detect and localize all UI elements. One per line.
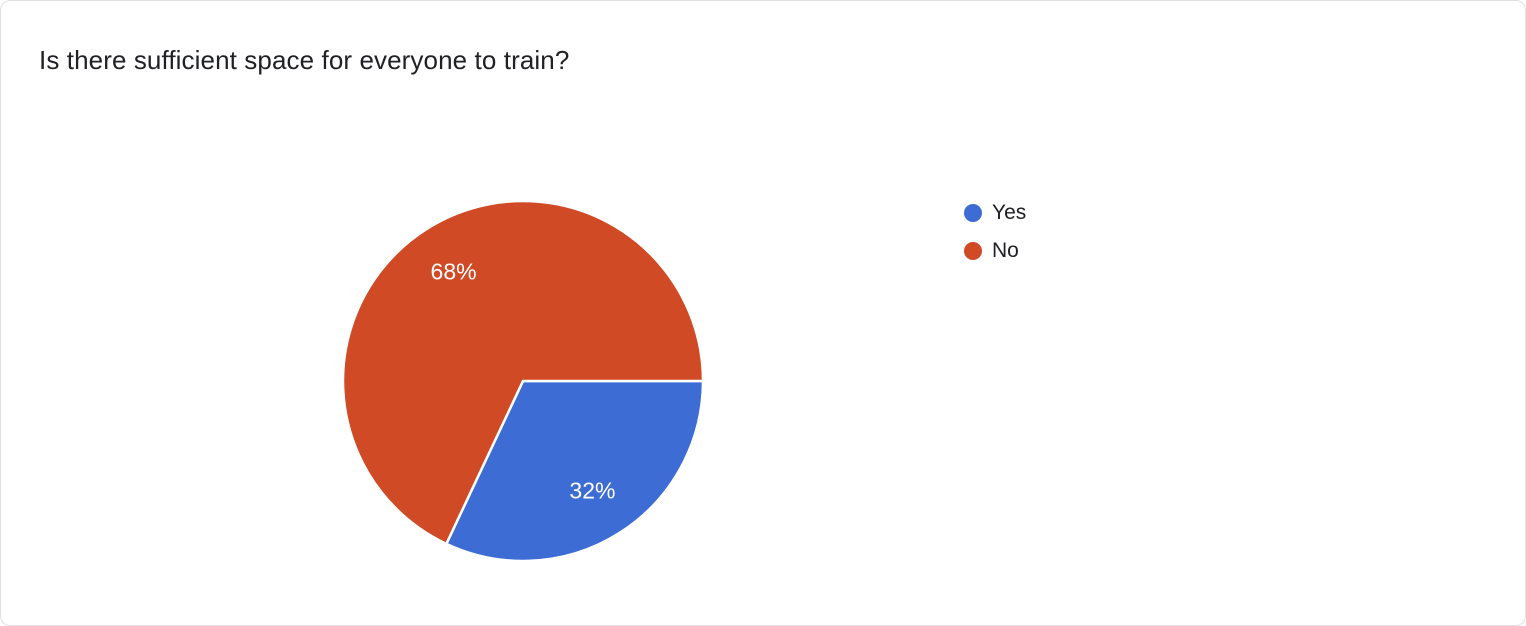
legend-swatch-yes [964,204,982,222]
legend-label-no: No [992,239,1019,262]
pie-chart: 32% 68% [341,199,705,563]
pie-slice-label: 32% [569,477,615,503]
legend-item-no: No [964,238,1026,264]
legend-label-yes: Yes [992,201,1027,224]
chart-title: Is there sufficient space for everyone t… [39,45,570,75]
legend-swatch-no [964,242,982,260]
legend-item-yes: Yes [964,200,1026,226]
pie-slice-no[interactable] [341,199,705,546]
pie-slice-yes[interactable] [445,379,705,563]
pie-slice-label: 68% [431,259,477,285]
chart-legend: Yes No [964,200,1026,276]
